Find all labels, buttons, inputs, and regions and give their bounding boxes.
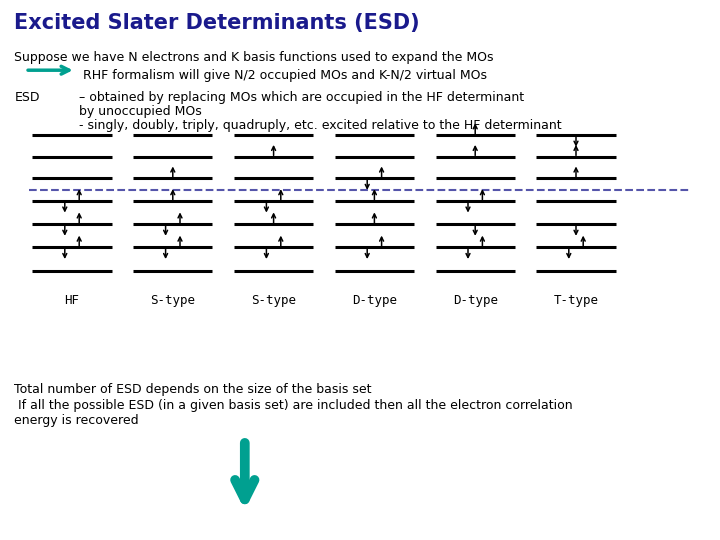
Text: - singly, doubly, triply, quadruply, etc. excited relative to the HF determinant: - singly, doubly, triply, quadruply, etc… [79,119,562,132]
Text: Suppose we have N electrons and K basis functions used to expand the MOs: Suppose we have N electrons and K basis … [14,51,494,64]
Text: RHF formalism will give N/2 occupied MOs and K-N/2 virtual MOs: RHF formalism will give N/2 occupied MOs… [83,69,487,82]
Text: S-type: S-type [150,294,195,307]
Text: Total number of ESD depends on the size of the basis set: Total number of ESD depends on the size … [14,383,372,396]
Text: energy is recovered: energy is recovered [14,414,139,427]
Text: S-type: S-type [251,294,296,307]
Text: Excited Slater Determinants (ESD): Excited Slater Determinants (ESD) [14,14,420,33]
Text: by unoccupied MOs: by unoccupied MOs [79,105,202,118]
Text: T-type: T-type [554,294,598,307]
Text: – obtained by replacing MOs which are occupied in the HF determinant: – obtained by replacing MOs which are oc… [79,91,524,104]
Text: If all the possible ESD (in a given basis set) are included then all the electro: If all the possible ESD (in a given basi… [14,399,573,411]
Text: HF: HF [65,294,79,307]
Text: ESD: ESD [14,91,40,104]
Text: D-type: D-type [453,294,498,307]
Text: D-type: D-type [352,294,397,307]
